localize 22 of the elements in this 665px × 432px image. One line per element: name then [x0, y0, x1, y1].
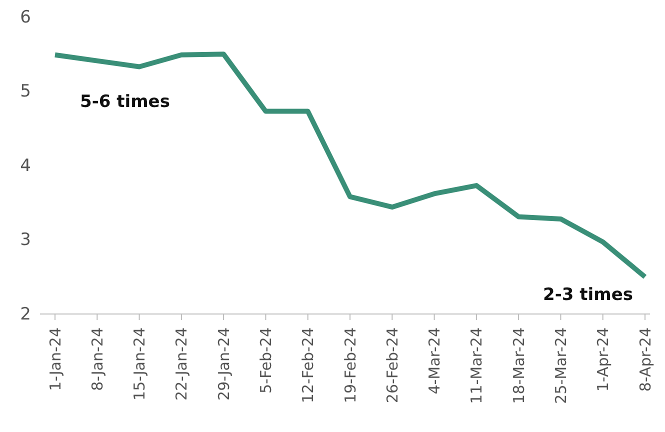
x-tick-label: 25-Mar-24 [552, 328, 570, 404]
x-tick-label: 8-Apr-24 [636, 328, 654, 392]
x-tick-label: 1-Jan-24 [46, 328, 64, 391]
y-tick-label: 4 [20, 156, 31, 176]
x-tick-label: 11-Mar-24 [468, 328, 486, 404]
y-tick-label: 2 [20, 304, 31, 324]
annotation: 5-6 times [80, 92, 170, 112]
y-tick-label: 5 [20, 82, 31, 102]
y-tick-label: 3 [20, 230, 31, 250]
x-tick-label: 18-Mar-24 [510, 328, 528, 404]
x-tick-label: 22-Jan-24 [172, 328, 191, 400]
x-tick-label: 15-Jan-24 [130, 328, 149, 400]
y-tick-label: 6 [20, 7, 31, 28]
annotation: 2-3 times [543, 285, 633, 305]
x-tick-label: 26-Feb-24 [383, 328, 402, 404]
x-tick-label: 29-Jan-24 [214, 328, 233, 400]
x-tick-label: 8-Jan-24 [88, 328, 106, 391]
x-tick-label: 4-Mar-24 [426, 328, 444, 394]
x-tick-label: 19-Feb-24 [341, 328, 360, 404]
x-tick-label: 5-Feb-24 [256, 328, 275, 394]
x-tick-label: 12-Feb-24 [299, 328, 318, 404]
x-tick-label: 1-Apr-24 [594, 328, 612, 392]
